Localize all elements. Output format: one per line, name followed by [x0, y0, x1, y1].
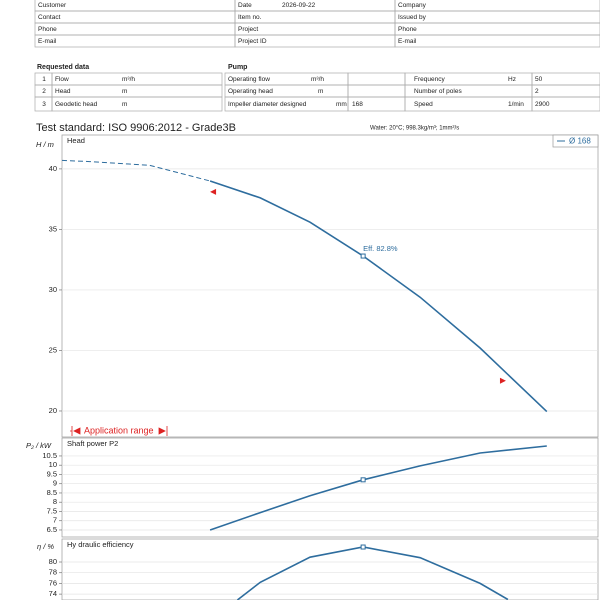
table-cell: [347, 72, 406, 86]
y-tick-label: 40: [49, 164, 57, 173]
y-tick-label: 30: [49, 285, 57, 294]
cell-label: Contact: [38, 14, 61, 21]
table-cell: [394, 34, 600, 48]
row-label: Number of poles: [414, 88, 462, 95]
row-value: 2900: [535, 101, 550, 108]
table-cell: [51, 72, 223, 86]
row-label: Head: [55, 88, 71, 95]
y-tick-label: 74: [49, 589, 57, 598]
y-tick-label: 76: [49, 578, 57, 587]
table-cell: [234, 22, 396, 36]
medium: Water: 20°C; 998.3kg/m³; 1mm²/s: [370, 126, 459, 132]
row-label: Flow: [55, 76, 69, 83]
y-tick-label: 7: [53, 516, 57, 525]
cell-label: Project: [238, 26, 258, 33]
row-label: Frequency: [414, 76, 445, 83]
row-number: 3: [42, 101, 46, 108]
row-unit: 1/min: [508, 101, 524, 108]
table-cell: [51, 96, 223, 112]
operating-point-label: Eff. 82.8%: [363, 244, 398, 253]
range-label: Application range: [84, 425, 154, 435]
cell-value: 2026-09-22: [282, 2, 316, 9]
cell-label: Customer: [38, 2, 67, 9]
y-axis-label: η / %: [37, 542, 54, 551]
cell-label: Phone: [398, 26, 417, 33]
cell-label: E-mail: [398, 38, 417, 45]
cell-label: Item no.: [238, 14, 262, 21]
y-tick-label: 20: [49, 406, 57, 415]
plot-frame: [61, 538, 599, 600]
y-axis-label: H / m: [36, 140, 54, 149]
table-cell: [531, 96, 600, 112]
cell-label: Issued by: [398, 14, 427, 21]
cell-label: Phone: [38, 26, 57, 33]
y-tick-label: 6.5: [47, 525, 57, 534]
y-tick-label: 8: [53, 497, 57, 506]
y-axis-label: P₂ / kW: [26, 441, 52, 450]
row-unit: m: [122, 101, 127, 108]
y-tick-label: 9.5: [47, 469, 57, 478]
row-label: Operating flow: [228, 76, 270, 83]
row-value: 2: [535, 88, 539, 95]
plot-area: [62, 159, 548, 413]
row-value: 168: [352, 101, 363, 108]
y-tick-label: 25: [49, 345, 57, 354]
y-tick-label: 8.5: [47, 488, 57, 497]
row-label: Impeller diameter designed: [228, 101, 307, 108]
y-tick-label: 35: [49, 224, 57, 233]
row-label: Operating head: [228, 88, 273, 95]
test-standard: Test standard: ISO 9906:2012 - Grade3B: [36, 122, 236, 134]
chart-title: Head: [67, 136, 85, 145]
table-cell: [34, 10, 236, 24]
y-tick-label: 80: [49, 557, 57, 566]
legend-box: [552, 134, 599, 148]
table-cell: [34, 34, 236, 48]
row-unit: m: [318, 88, 323, 95]
cell-label: Date: [238, 2, 252, 9]
y-tick-label: 78: [49, 568, 57, 577]
chart-title: Hy draulic efficiency: [67, 540, 134, 549]
cell-label: Company: [398, 2, 427, 9]
cell-label: Project ID: [238, 38, 267, 45]
row-label: Geodetic head: [55, 101, 98, 108]
row-number: 1: [42, 76, 46, 83]
row-unit: m³/h: [122, 76, 135, 83]
plot-area: [209, 445, 547, 531]
curve: [209, 180, 548, 413]
section-title: Requested data: [37, 64, 89, 71]
y-tick-label: 7.5: [47, 506, 57, 515]
curve: [62, 159, 211, 182]
plot-frame: [61, 437, 599, 538]
row-unit: m³/h: [311, 76, 324, 83]
range-marker: [210, 188, 217, 195]
cell-label: E-mail: [38, 38, 57, 45]
chart-title: Shaft power P2: [67, 439, 118, 448]
row-unit: Hz: [508, 76, 516, 83]
table-cell: [34, 22, 236, 36]
curve: [209, 445, 547, 531]
y-tick-label: 10: [49, 460, 57, 469]
operating-point: [360, 253, 366, 259]
section-title: Pump: [228, 64, 247, 71]
y-tick-label: 9: [53, 479, 57, 488]
range-bracket: [70, 426, 168, 436]
plot-frame: [61, 134, 599, 438]
table-cell: [394, 22, 600, 36]
legend-entry: Ø 168: [569, 137, 591, 146]
operating-point: [360, 544, 366, 550]
row-number: 2: [42, 88, 46, 95]
table-cell: [51, 84, 223, 98]
table-cell: [531, 84, 600, 98]
y-tick-label: 10.5: [42, 451, 57, 460]
row-unit: m: [122, 88, 127, 95]
range-marker: [499, 377, 506, 384]
curve: [236, 546, 509, 600]
table-cell: [347, 84, 406, 98]
row-value: 50: [535, 76, 543, 83]
plot-area: [236, 546, 509, 600]
row-label: Speed: [414, 101, 433, 108]
row-unit: mm: [336, 101, 347, 108]
operating-point: [360, 477, 366, 483]
